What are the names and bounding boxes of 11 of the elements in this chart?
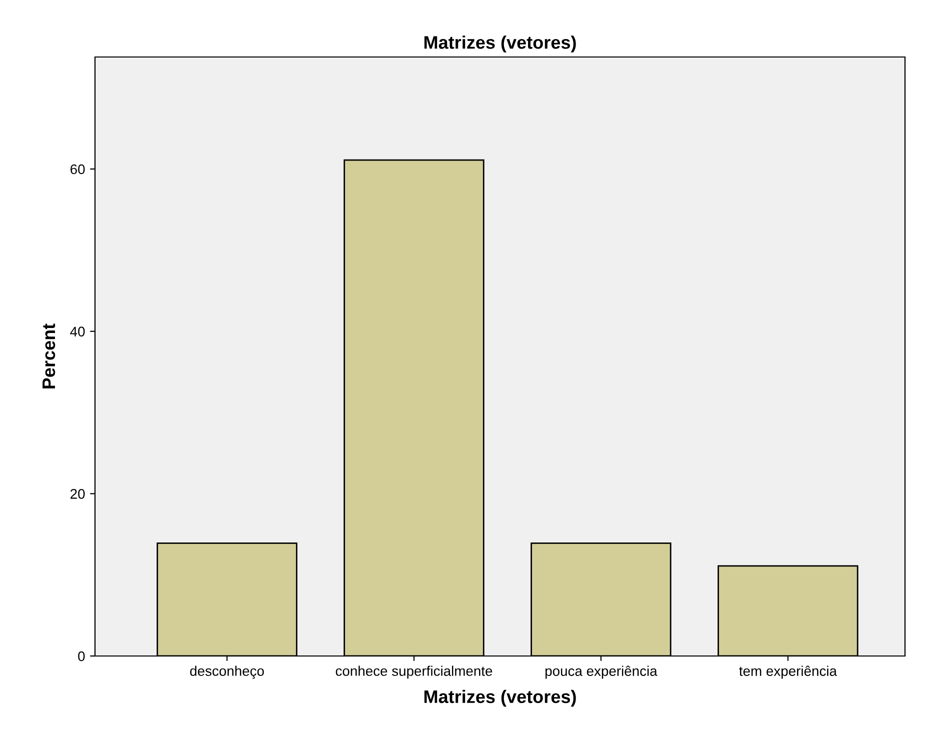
x-tick-label: tem experiência <box>739 666 837 679</box>
y-tick-label: 0 <box>78 651 85 662</box>
y-tick-label: 20 <box>70 489 85 499</box>
x-tick-label: pouca experiência <box>546 666 658 679</box>
x-tick-label: conhece superficialmente <box>336 666 492 679</box>
y-axis-title: Percent <box>42 324 56 388</box>
x-axis-title: Matrizes (vetores) <box>424 690 576 707</box>
y-tick-label: 60 <box>70 164 85 174</box>
chart-title: Matrizes (vetores) <box>424 36 576 52</box>
y-tick-label: 40 <box>70 326 85 337</box>
x-tick-label: desconheço <box>190 666 264 679</box>
